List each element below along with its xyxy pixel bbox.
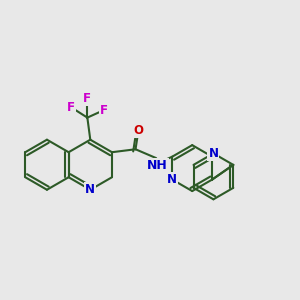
Text: N: N <box>167 173 177 186</box>
Text: O: O <box>134 124 143 136</box>
Text: F: F <box>67 101 75 114</box>
Text: N: N <box>85 183 95 196</box>
Text: F: F <box>100 104 107 117</box>
Text: NH: NH <box>147 159 168 172</box>
Text: F: F <box>83 92 91 105</box>
Text: N: N <box>208 147 218 160</box>
